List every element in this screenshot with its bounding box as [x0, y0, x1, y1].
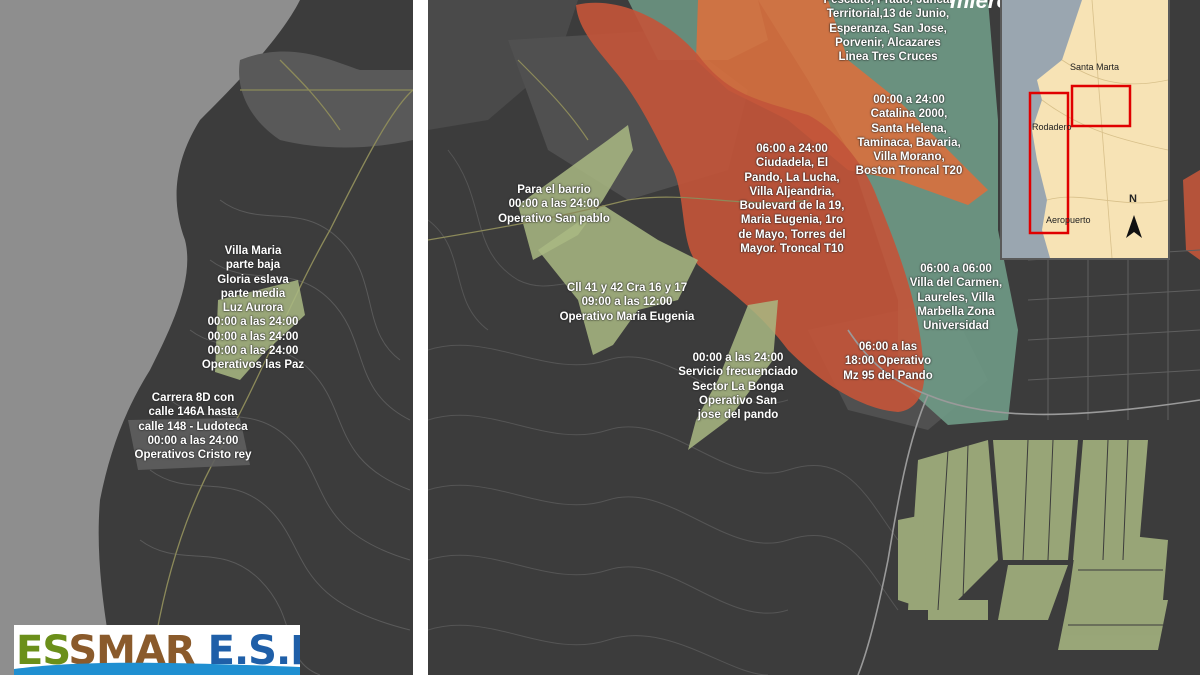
terrain-patch-nw: [428, 0, 578, 130]
label-maria-eugenia: Cll 41 y 42 Cra 16 y 17 09:00 a las 12:0…: [559, 282, 695, 323]
inset-land: [1032, 0, 1168, 258]
urban-grid-east: [1027, 249, 1200, 420]
inset-frame-left: [1028, 91, 1070, 235]
label-catalina: 00:00 a 24:00 Catalina 2000, Santa Helen…: [855, 94, 963, 178]
inset-frame-right: [1070, 84, 1132, 128]
label-villa-maria: Villa Maria parte baja Gloria eslava par…: [201, 245, 305, 372]
left-map-canvas: [0, 0, 413, 675]
label-la-bonga: 00:00 a las 24:00 Servicio frecuenciado …: [678, 352, 798, 422]
field-divisions: [937, 439, 1163, 626]
urban-area-left: [239, 51, 413, 148]
panel-divider-left: [413, 0, 415, 675]
inset-label-rodadero: Rodadero: [1032, 122, 1072, 132]
zone-villa-maria: [215, 280, 305, 380]
right-map-panel[interactable]: Para el barrio 00:00 a las 24:00 Operati…: [428, 0, 1200, 675]
inset-north-label: N: [1129, 193, 1137, 205]
right-map-canvas: [428, 0, 1200, 675]
contour-lines-right: [428, 149, 899, 675]
zone-red-ciudadela: [576, 2, 925, 412]
label-pando-18: 06:00 a las 18:00 Operativo Mz 95 del Pa…: [843, 341, 933, 382]
roads-left: [149, 59, 413, 675]
label-villa-carmen: 06:00 a 06:00 Villa del Carmen, Laureles…: [909, 263, 1003, 333]
label-pescaito: Pescaito, Prado, Juncal Territorial,13 d…: [823, 0, 953, 64]
sea-area: [0, 0, 300, 675]
panel-divider-right: [426, 0, 428, 675]
north-arrow-icon: [1126, 215, 1142, 238]
zone-la-bonga: [688, 300, 778, 450]
zone-cristo-rey: [128, 418, 250, 470]
agricultural-fields: [898, 440, 1168, 650]
secondary-roads: [428, 59, 809, 241]
essmar-logo: ESSMAR E.S.P: [14, 625, 300, 675]
left-map-panel[interactable]: Villa Maria parte baja Gloria eslava par…: [0, 0, 413, 675]
inset-label-santa-marta: Santa Marta: [1070, 62, 1120, 72]
inset-locator-map: Santa Marta Rodadero Aeropuerto N: [1000, 0, 1170, 260]
zone-san-pablo: [518, 125, 633, 260]
inset-label-aeropuerto: Aeropuerto: [1046, 215, 1091, 225]
main-roads: [847, 329, 1200, 675]
label-cristo-rey: Carrera 8D con calle 146A hasta calle 14…: [134, 392, 252, 462]
label-ciudadela: 06:00 a 24:00 Ciudadela, El Pando, La Lu…: [738, 143, 846, 256]
zone-red-edge: [1183, 170, 1200, 260]
inset-map-canvas: [1002, 0, 1168, 258]
inset-roads: [1041, 0, 1168, 258]
logo-wave-icon: [14, 662, 300, 675]
zone-maria-eugenia: [538, 205, 698, 355]
zone-orange-pescaito: [696, 0, 988, 205]
label-san-pablo: Para el barrio 00:00 a las 24:00 Operati…: [498, 184, 610, 225]
